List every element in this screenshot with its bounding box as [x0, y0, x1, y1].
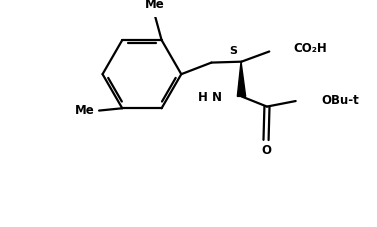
Text: O: O — [261, 144, 271, 157]
Text: Me: Me — [145, 0, 164, 11]
Text: H N: H N — [198, 91, 222, 104]
Text: CO₂H: CO₂H — [293, 42, 327, 55]
Text: OBu-t: OBu-t — [321, 94, 359, 107]
Polygon shape — [238, 62, 246, 96]
Text: S: S — [229, 47, 237, 57]
Text: Me: Me — [74, 104, 94, 117]
